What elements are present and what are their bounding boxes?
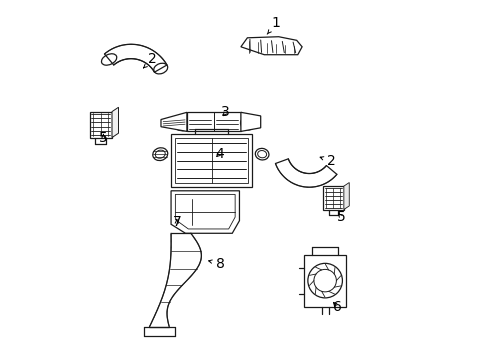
Polygon shape xyxy=(171,191,239,233)
Polygon shape xyxy=(171,134,251,187)
Text: 6: 6 xyxy=(332,300,341,314)
Polygon shape xyxy=(161,112,186,131)
Polygon shape xyxy=(112,107,118,138)
Polygon shape xyxy=(89,112,112,138)
Text: 7: 7 xyxy=(172,216,181,229)
Polygon shape xyxy=(303,255,346,307)
Polygon shape xyxy=(343,183,348,210)
Text: 4: 4 xyxy=(215,147,223,161)
Polygon shape xyxy=(241,37,302,55)
Ellipse shape xyxy=(152,148,167,161)
Polygon shape xyxy=(186,112,241,131)
Polygon shape xyxy=(241,112,260,131)
Text: 5: 5 xyxy=(99,131,107,144)
Text: 2: 2 xyxy=(320,154,335,168)
Text: 1: 1 xyxy=(266,17,280,34)
Polygon shape xyxy=(322,186,343,210)
Ellipse shape xyxy=(255,148,268,160)
Text: 2: 2 xyxy=(143,53,157,68)
Text: 8: 8 xyxy=(208,257,224,270)
Ellipse shape xyxy=(240,116,255,130)
Ellipse shape xyxy=(173,116,193,131)
Text: 3: 3 xyxy=(221,105,230,119)
Text: 5: 5 xyxy=(336,210,345,224)
